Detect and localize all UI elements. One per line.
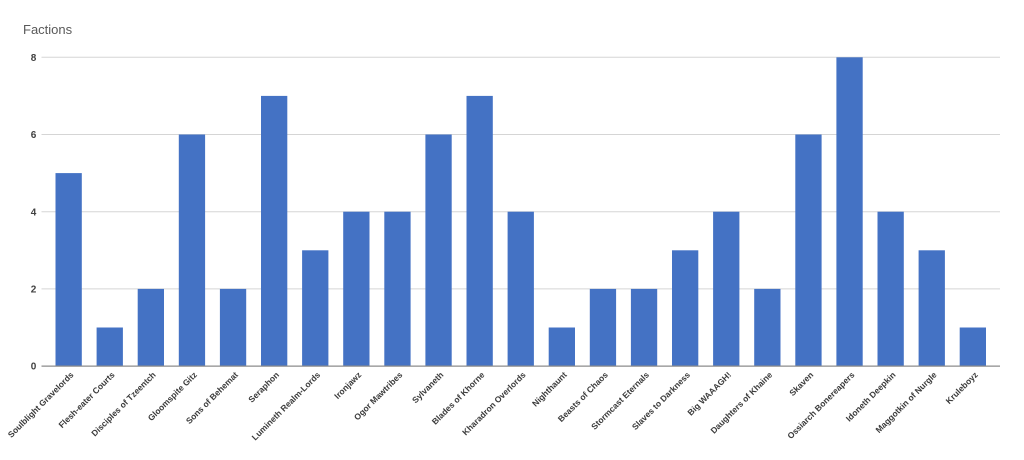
- svg-text:6: 6: [31, 130, 37, 141]
- svg-text:Factions: Factions: [23, 22, 73, 37]
- svg-text:0: 0: [31, 362, 37, 373]
- svg-text:2: 2: [31, 285, 37, 296]
- svg-text:8: 8: [31, 53, 37, 64]
- svg-text:4: 4: [31, 207, 37, 218]
